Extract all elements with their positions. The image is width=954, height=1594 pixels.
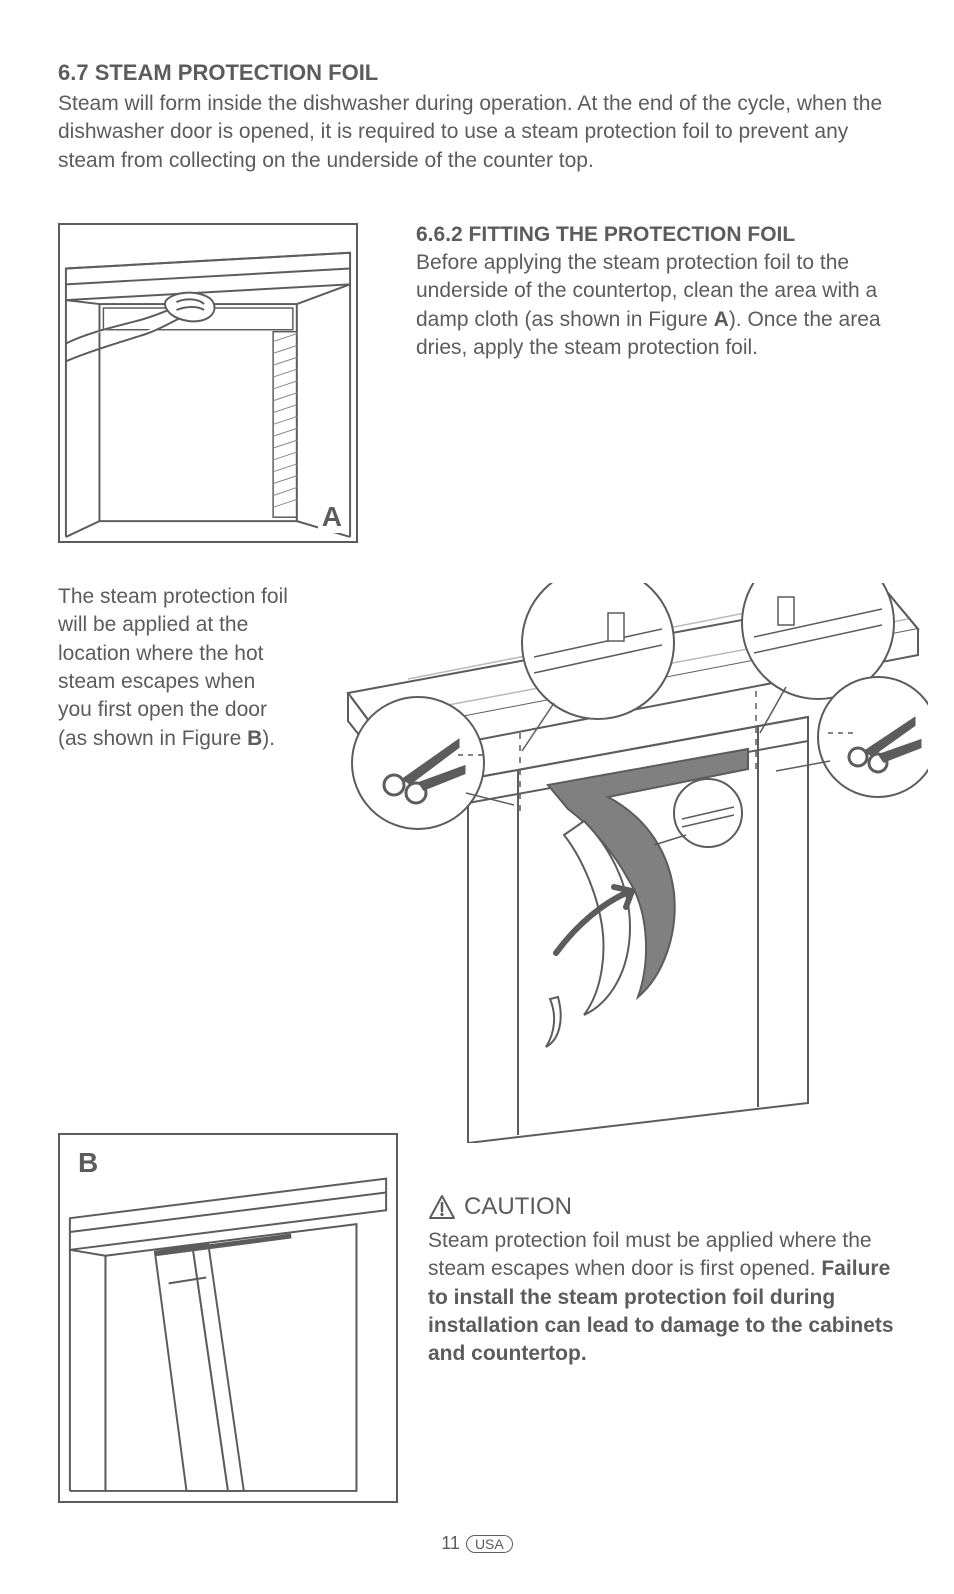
region-badge: USA	[466, 1535, 513, 1553]
subsection-text: Before applying the steam protection foi…	[416, 249, 896, 362]
figure-A-label: A	[318, 501, 346, 533]
figure-B-svg	[60, 1135, 396, 1501]
mid-text: The steam protection foil will be applie…	[58, 583, 288, 753]
row-figB-caution: B	[58, 1123, 896, 1503]
mid-before: The steam protection foil will be applie…	[58, 585, 288, 750]
section-title: 6.7 STEAM PROTECTION FOIL	[58, 60, 896, 86]
subsection-title: 6.6.2 FITTING THE PROTECTION FOIL	[416, 223, 896, 247]
main-diagram-svg	[308, 583, 928, 1143]
figB-col: B	[58, 1123, 398, 1503]
figA-col: A	[58, 223, 358, 543]
figure-A: A	[58, 223, 358, 543]
row-figA-sub: A 6.6.2 FITTING THE PROTECTION FOIL Befo…	[58, 223, 896, 543]
mid-B: B	[247, 727, 262, 750]
figure-B: B	[58, 1133, 398, 1503]
section-heading: 6.7 STEAM PROTECTION FOIL Steam will for…	[58, 60, 896, 175]
mid-block: The steam protection foil will be applie…	[58, 583, 896, 1103]
sub-text-A: A	[714, 308, 729, 331]
caution-heading: CAUTION	[428, 1193, 896, 1221]
sub-col: 6.6.2 FITTING THE PROTECTION FOIL Before…	[416, 223, 896, 543]
caution-plain: Steam protection foil must be applied wh…	[428, 1229, 872, 1280]
caution-label: CAUTION	[464, 1193, 572, 1221]
caution-block: CAUTION Steam protection foil must be ap…	[428, 1193, 896, 1369]
page-footer: 11 USA	[58, 1533, 896, 1554]
mid-after: ).	[262, 727, 275, 750]
section-intro: Steam will form inside the dishwasher du…	[58, 90, 896, 175]
caution-text: Steam protection foil must be applied wh…	[428, 1227, 896, 1369]
figure-B-label: B	[78, 1147, 98, 1179]
warning-icon	[428, 1194, 456, 1220]
figure-A-svg	[60, 225, 356, 541]
page-number: 11	[441, 1533, 460, 1554]
main-diagram	[308, 583, 928, 1103]
